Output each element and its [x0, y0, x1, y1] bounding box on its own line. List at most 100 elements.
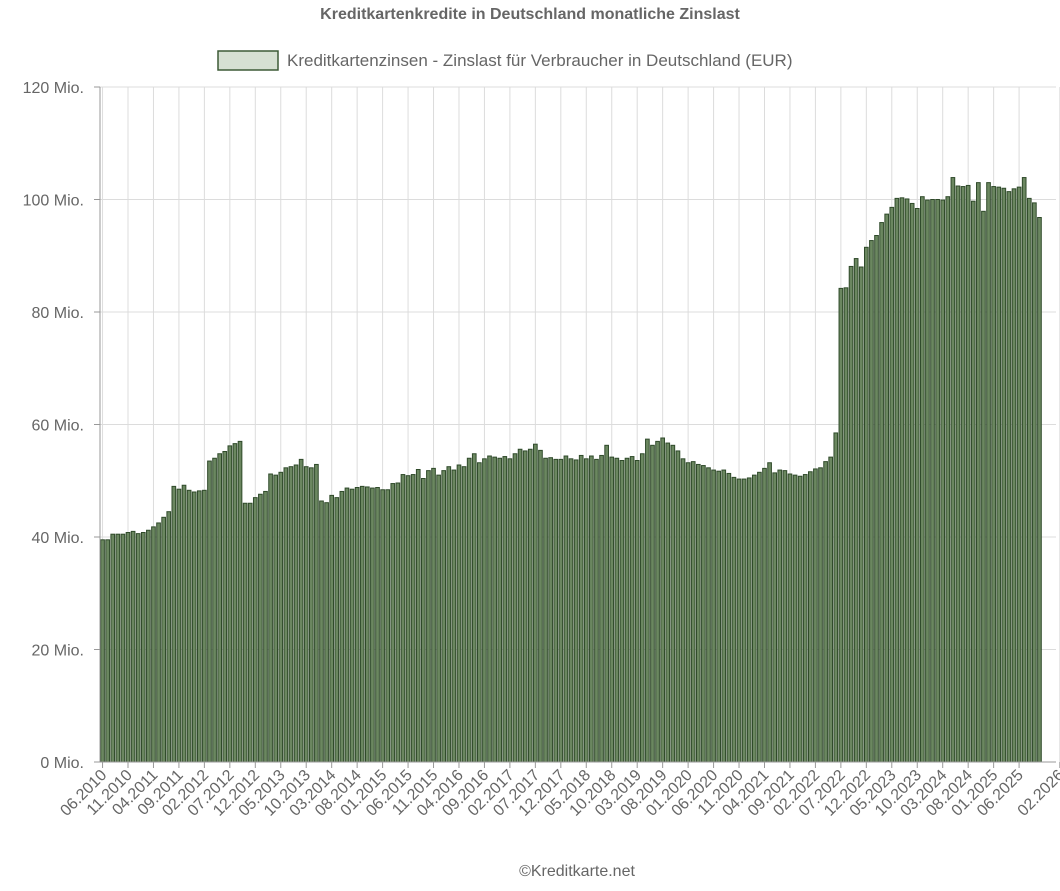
bar — [497, 457, 503, 763]
bar — [813, 468, 818, 763]
bar — [140, 532, 146, 763]
bar — [599, 454, 604, 763]
bar — [252, 497, 258, 763]
bar — [375, 487, 380, 763]
bar — [130, 530, 136, 763]
bar — [680, 458, 686, 763]
bar — [624, 457, 630, 763]
bar — [1011, 188, 1017, 763]
bar — [940, 199, 946, 763]
legend-label: Kreditkartenzinsen - Zinslast für Verbra… — [287, 51, 793, 70]
bar — [151, 526, 156, 763]
bar — [273, 474, 279, 763]
bar — [782, 470, 788, 763]
bar — [247, 502, 253, 763]
bar — [298, 458, 304, 763]
bar — [426, 470, 431, 763]
bar — [874, 235, 879, 763]
bar — [965, 184, 971, 763]
bar — [665, 442, 671, 763]
bar — [334, 497, 340, 763]
bar — [833, 432, 839, 763]
bar — [395, 482, 401, 763]
bar — [685, 462, 691, 763]
bar — [441, 470, 447, 763]
bar — [894, 197, 900, 763]
bar — [212, 457, 217, 763]
bar — [288, 466, 294, 763]
bar — [751, 474, 757, 763]
bar — [370, 487, 375, 763]
bar — [945, 196, 951, 763]
bar — [655, 440, 660, 763]
bar — [385, 489, 391, 763]
bar — [120, 533, 126, 763]
bar — [853, 258, 859, 763]
y-tick-label: 100 Mio. — [23, 193, 84, 210]
bar — [191, 491, 197, 763]
bar — [650, 444, 655, 763]
bar — [512, 453, 518, 763]
bar — [914, 208, 920, 763]
bar — [864, 246, 869, 763]
bar — [314, 463, 319, 763]
bar — [517, 448, 523, 763]
bar — [456, 464, 462, 763]
bar — [405, 475, 411, 763]
bar — [125, 532, 131, 763]
axes — [99, 87, 1056, 763]
bar — [492, 456, 497, 763]
bar — [166, 511, 172, 763]
y-tick-label: 20 Mio. — [32, 643, 84, 660]
bar — [955, 185, 961, 763]
bar — [787, 473, 793, 763]
bar — [828, 456, 834, 763]
bar — [818, 467, 823, 763]
bar — [507, 458, 513, 763]
bar — [359, 485, 365, 763]
bar — [146, 529, 151, 763]
bar — [777, 469, 783, 763]
bar — [181, 484, 187, 763]
bar — [533, 443, 538, 763]
bar — [792, 474, 798, 763]
bar — [349, 488, 355, 763]
bar — [436, 474, 441, 763]
bar — [451, 469, 457, 763]
bar — [176, 488, 182, 763]
bar — [772, 472, 778, 763]
bar — [935, 199, 940, 763]
bar — [950, 177, 956, 763]
bar — [364, 486, 370, 763]
bar — [431, 467, 436, 763]
y-tick-label: 0 Mio. — [40, 755, 84, 772]
bar — [639, 453, 645, 763]
bar — [237, 440, 243, 763]
bar — [232, 443, 238, 763]
bar — [731, 476, 737, 763]
bar — [1032, 202, 1037, 763]
bar — [156, 522, 161, 763]
bar — [553, 458, 559, 763]
bar — [344, 487, 350, 763]
bar — [970, 200, 976, 763]
bar — [466, 457, 472, 763]
bar — [482, 458, 487, 763]
bar — [207, 460, 212, 763]
bar — [721, 469, 727, 763]
bar — [675, 450, 681, 763]
bar — [563, 455, 569, 763]
bar — [1001, 187, 1007, 763]
bar — [487, 455, 492, 763]
bar — [410, 474, 416, 763]
bar — [741, 478, 747, 763]
bar — [278, 471, 284, 763]
bar — [695, 463, 701, 763]
bar — [899, 197, 905, 763]
bar — [609, 456, 615, 763]
bar — [711, 469, 716, 763]
bar — [716, 470, 722, 763]
bar — [380, 489, 385, 763]
legend[interactable]: Kreditkartenzinsen - Zinslast für Verbra… — [217, 50, 793, 71]
